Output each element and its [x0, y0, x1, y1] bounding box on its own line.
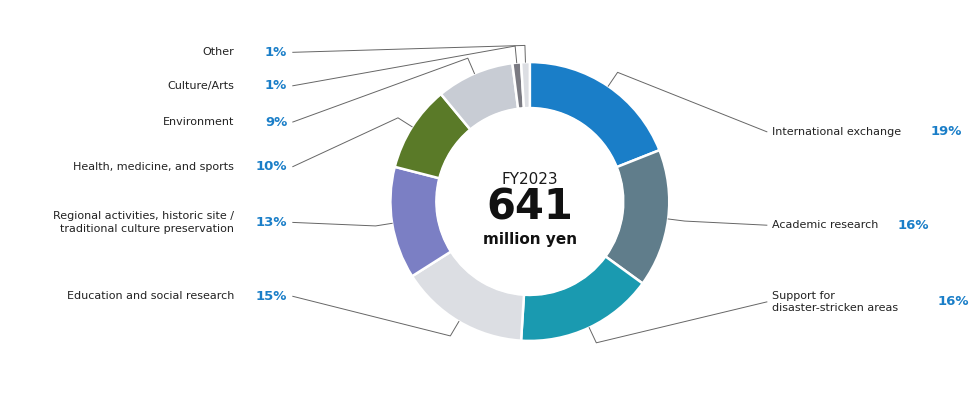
Text: International exchange: International exchange — [772, 127, 905, 137]
Wedge shape — [412, 251, 524, 341]
Circle shape — [436, 108, 624, 295]
Text: Environment: Environment — [163, 117, 234, 127]
Text: Academic research: Academic research — [772, 220, 882, 230]
Wedge shape — [521, 62, 530, 108]
Text: Regional activities, historic site /
traditional culture preservation: Regional activities, historic site / tra… — [54, 211, 234, 234]
Text: 10%: 10% — [256, 160, 287, 173]
Wedge shape — [512, 62, 524, 109]
Wedge shape — [390, 167, 451, 276]
Text: 16%: 16% — [938, 295, 969, 308]
Text: Support for
disaster-stricken areas: Support for disaster-stricken areas — [772, 291, 902, 313]
Wedge shape — [521, 256, 642, 341]
Wedge shape — [605, 150, 670, 283]
Text: Culture/Arts: Culture/Arts — [167, 81, 234, 91]
Text: 641: 641 — [486, 186, 573, 228]
Text: Education and social research: Education and social research — [67, 291, 234, 301]
Text: Other: Other — [202, 47, 234, 57]
Text: 1%: 1% — [264, 46, 287, 59]
Text: 1%: 1% — [264, 79, 287, 92]
Wedge shape — [530, 62, 660, 167]
Text: 19%: 19% — [931, 125, 962, 138]
Text: 15%: 15% — [256, 290, 287, 303]
Wedge shape — [441, 63, 518, 129]
Text: 16%: 16% — [897, 219, 929, 232]
Text: million yen: million yen — [483, 232, 577, 247]
Text: 13%: 13% — [256, 216, 287, 229]
Text: FY2023: FY2023 — [502, 172, 558, 187]
Text: 9%: 9% — [264, 116, 287, 129]
Text: Health, medicine, and sports: Health, medicine, and sports — [73, 162, 234, 172]
Wedge shape — [394, 94, 470, 178]
